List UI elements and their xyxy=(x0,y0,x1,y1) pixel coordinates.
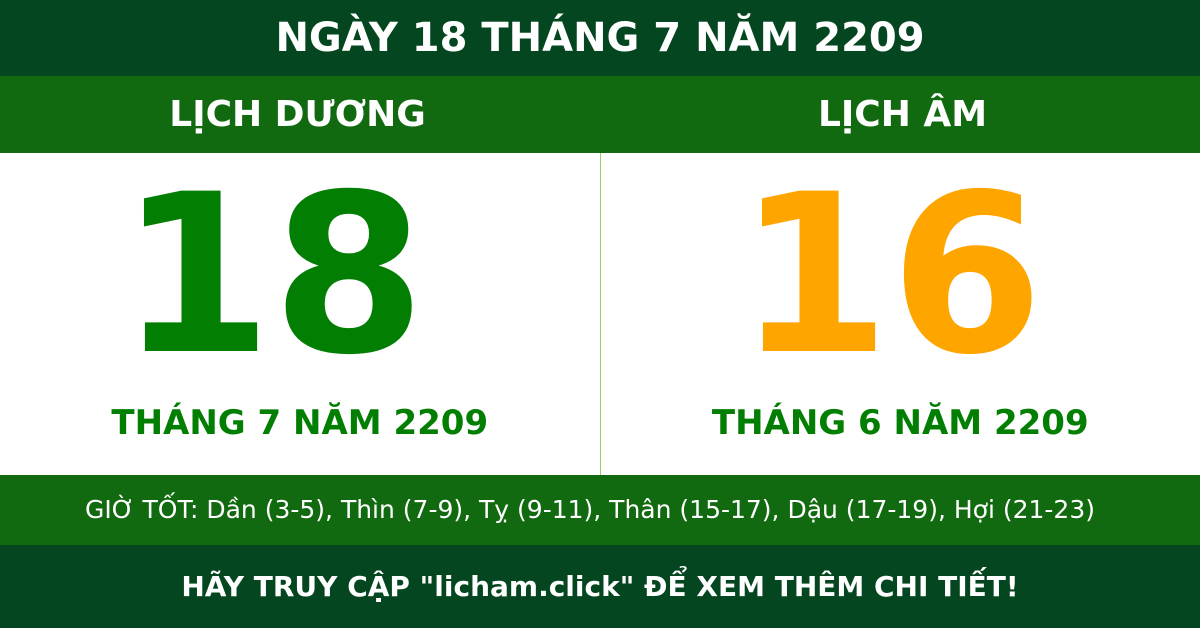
solar-month-year: THÁNG 7 NĂM 2209 xyxy=(111,403,489,443)
good-hours: GIỜ TỐT: Dần (3-5), Thìn (7-9), Tỵ (9-11… xyxy=(0,475,1200,545)
lunar-column: 16 THÁNG 6 NĂM 2209 xyxy=(601,153,1200,475)
solar-calendar-label: LỊCH DƯƠNG xyxy=(169,93,426,135)
solar-column: 18 THÁNG 7 NĂM 2209 xyxy=(0,153,601,475)
lunar-day: 16 xyxy=(737,165,1044,385)
calendar-headers: LỊCH DƯƠNG LỊCH ÂM xyxy=(0,76,1200,153)
lunar-calendar-label: LỊCH ÂM xyxy=(817,93,988,135)
solar-day: 18 xyxy=(119,165,426,385)
lunar-month-year: THÁNG 6 NĂM 2209 xyxy=(711,403,1089,443)
calendar-body: 18 THÁNG 7 NĂM 2209 16 THÁNG 6 NĂM 2209 xyxy=(0,153,1200,475)
footer-banner: HÃY TRUY CẬP "licham.click" ĐỂ XEM THÊM … xyxy=(0,545,1200,628)
page-title: NGÀY 18 THÁNG 7 NĂM 2209 xyxy=(0,0,1200,76)
